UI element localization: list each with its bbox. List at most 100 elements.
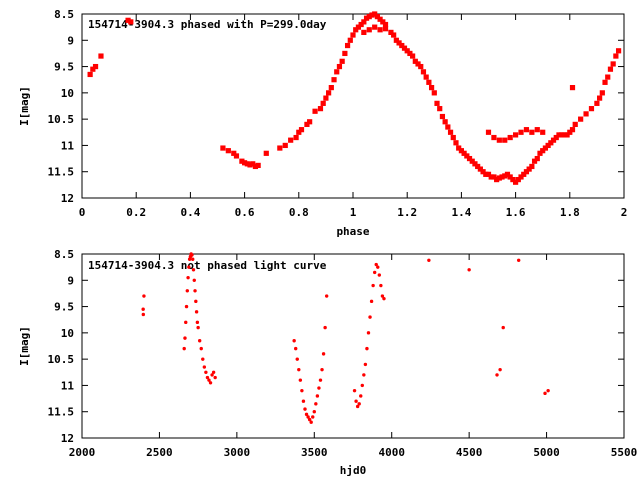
data-point xyxy=(388,29,394,35)
data-point xyxy=(239,158,245,164)
plot-frame xyxy=(81,253,625,439)
data-point xyxy=(501,325,505,330)
x-tick-label: 2000 xyxy=(69,446,96,459)
data-point xyxy=(477,166,483,172)
data-point xyxy=(347,37,353,43)
data-point xyxy=(553,134,559,141)
data-point xyxy=(546,388,550,393)
data-point xyxy=(317,386,321,390)
data-point xyxy=(292,339,296,343)
y-axis-title: I[mag] xyxy=(18,86,31,126)
data-point xyxy=(297,367,301,372)
x-tick-label: 1 xyxy=(350,206,357,219)
data-point xyxy=(447,129,454,135)
data-point xyxy=(250,161,256,167)
data-point xyxy=(372,24,378,30)
data-point xyxy=(185,289,190,293)
data-point xyxy=(523,169,530,175)
y-tick-label: 10.5 xyxy=(48,353,75,366)
data-point xyxy=(194,299,198,304)
plot-title: 154714-3904.3 phased with P=299.0day xyxy=(88,18,327,31)
x-axis-title: phase xyxy=(336,225,369,238)
data-point xyxy=(529,163,535,170)
data-point xyxy=(277,145,283,151)
data-point xyxy=(377,27,383,33)
data-point xyxy=(502,137,508,143)
data-point xyxy=(426,79,432,85)
data-point xyxy=(412,58,418,64)
plot-title: 154714-3904.3 not phased light curve xyxy=(88,259,327,272)
data-point xyxy=(304,121,310,127)
data-point xyxy=(415,61,421,67)
data-point xyxy=(192,278,196,282)
data-point xyxy=(320,100,326,106)
x-tick-label: 4500 xyxy=(456,446,483,459)
data-point xyxy=(359,394,363,398)
data-point xyxy=(456,145,462,151)
data-point xyxy=(434,100,440,106)
data-point xyxy=(545,142,551,149)
data-point xyxy=(516,258,521,263)
x-tick-label: 2 xyxy=(621,206,628,219)
data-point xyxy=(369,12,375,18)
data-point xyxy=(307,119,313,125)
data-point xyxy=(369,299,374,304)
data-point xyxy=(368,315,372,319)
data-point xyxy=(365,346,369,351)
data-point xyxy=(208,381,213,385)
data-point xyxy=(418,63,424,70)
data-point xyxy=(372,270,377,275)
data-point xyxy=(374,14,380,20)
data-point xyxy=(194,310,199,314)
y-tick-label: 10.5 xyxy=(48,113,75,126)
data-point xyxy=(318,378,323,382)
data-point xyxy=(309,420,313,424)
data-point xyxy=(331,77,337,83)
data-point xyxy=(380,19,386,25)
data-point xyxy=(255,162,261,169)
data-point xyxy=(193,289,197,293)
data-point xyxy=(303,407,307,411)
data-point xyxy=(372,11,378,17)
data-point xyxy=(344,42,351,49)
data-point xyxy=(191,257,195,261)
data-point xyxy=(87,71,93,78)
data-point xyxy=(561,132,567,138)
data-point xyxy=(466,155,473,162)
phased-light-curve-panel: 0 0.2 0.4 0.6 0.8 1 1.2 1.4 1.6 1.8 2 8.5 9 9.5 10 10.5… xyxy=(18,8,627,238)
data-point xyxy=(317,106,324,112)
data-point xyxy=(324,294,329,298)
data-point xyxy=(382,296,386,301)
data-point xyxy=(288,137,294,143)
x-tick-label: 0.8 xyxy=(289,206,309,219)
data-point xyxy=(499,174,505,180)
data-point xyxy=(526,166,532,172)
data-point xyxy=(410,53,416,59)
data-point xyxy=(572,121,578,127)
data-point xyxy=(583,111,589,117)
data-point xyxy=(537,150,543,156)
data-point xyxy=(423,74,429,80)
data-point xyxy=(594,100,600,106)
data-point xyxy=(464,153,470,159)
data-point xyxy=(496,137,502,143)
data-point xyxy=(445,124,451,130)
x-tick-label: 1.8 xyxy=(560,206,580,219)
data-point xyxy=(300,388,304,393)
data-point xyxy=(534,155,540,162)
data-point xyxy=(294,346,298,351)
data-point xyxy=(298,378,303,382)
data-point xyxy=(531,158,538,164)
data-point xyxy=(320,367,324,372)
data-point xyxy=(197,339,202,343)
data-point xyxy=(312,108,318,114)
data-point xyxy=(141,307,145,311)
data-point xyxy=(205,375,210,380)
data-point xyxy=(523,127,530,133)
data-point xyxy=(483,171,489,177)
data-point xyxy=(142,294,146,298)
data-point xyxy=(550,137,557,143)
data-point xyxy=(613,53,619,59)
data-point xyxy=(363,15,370,21)
data-point xyxy=(485,171,492,177)
